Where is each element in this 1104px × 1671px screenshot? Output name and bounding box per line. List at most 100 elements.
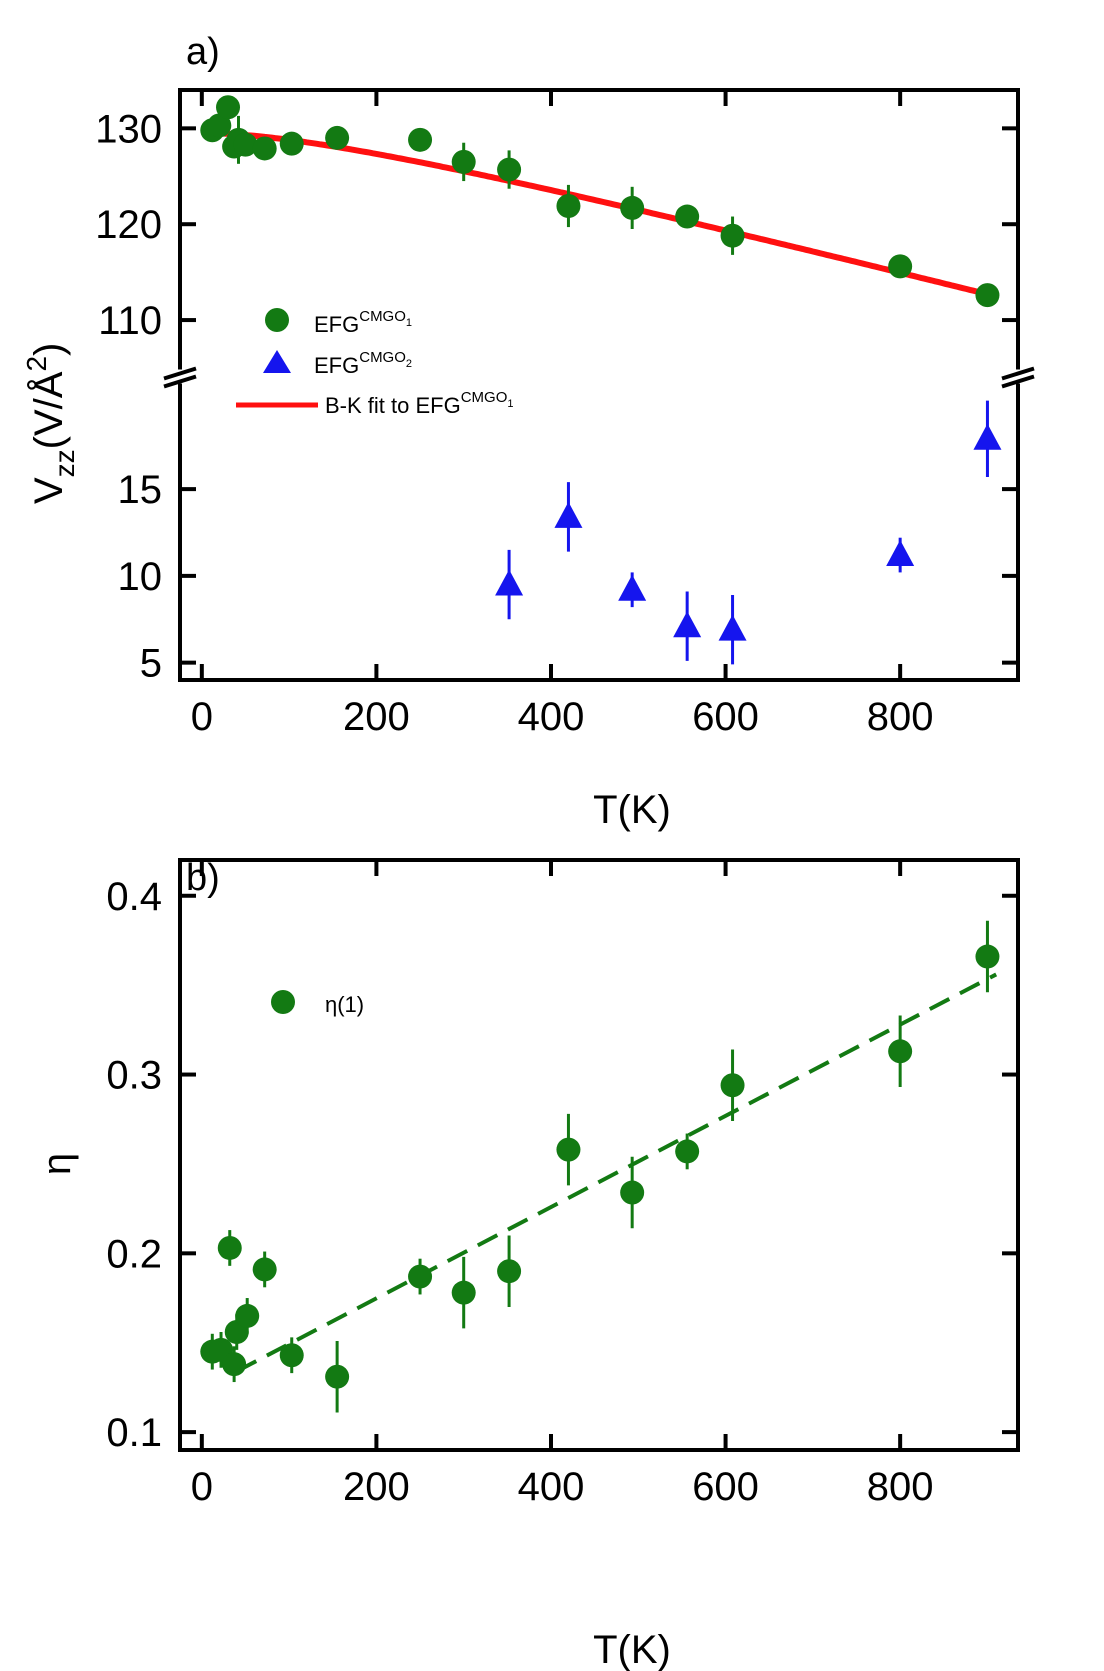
- legend-triangle-marker: [263, 350, 291, 373]
- panel-b-x-tick-labels: 0 200 400 600 800: [191, 1465, 934, 1509]
- data-point-circle: [279, 1343, 304, 1368]
- panel-a-label: a): [186, 31, 220, 73]
- x-tick-label: 0: [191, 1465, 213, 1509]
- data-point-circle: [216, 95, 241, 120]
- panel-a-series-cmgo1: [200, 95, 1000, 308]
- data-point-triangle: [554, 501, 583, 528]
- y-tick-label: 15: [118, 468, 163, 512]
- panel-a-axis-break: [163, 366, 1035, 389]
- y-tick-label: 0.1: [106, 1411, 162, 1455]
- data-point-circle: [235, 1303, 260, 1328]
- data-point-circle: [497, 157, 522, 182]
- axes-box: [178, 88, 1020, 682]
- panel-a-x-axis-label: T(K): [593, 788, 671, 832]
- data-point-circle: [675, 1139, 700, 1164]
- data-point-circle: [620, 195, 645, 220]
- panel-a: a) 110 120 130 5 10 15 0 200 400 600 800 T(K) Vzz…: [21, 31, 1035, 832]
- data-point-circle: [252, 136, 277, 161]
- dashed-trend-line: [235, 972, 998, 1374]
- break-mark: [1001, 366, 1035, 381]
- panel-b-legend: η(1): [271, 990, 364, 1017]
- data-point-circle: [720, 223, 745, 248]
- panel-a-legend: EFGCMGO1 EFGCMGO2 B-K fit to EFGCMGO1: [236, 308, 514, 418]
- break-mark: [163, 366, 197, 381]
- data-point-circle: [975, 283, 1000, 308]
- y-tick-label: 130: [95, 107, 162, 151]
- legend-entry-fit: B-K fit to EFGCMGO1: [325, 389, 514, 418]
- data-point-triangle: [673, 611, 702, 638]
- data-point-circle: [720, 1073, 745, 1098]
- data-point-circle: [217, 1235, 242, 1260]
- x-tick-label: 400: [518, 1465, 585, 1509]
- y-label-close: ): [27, 343, 71, 356]
- data-point-circle: [325, 125, 350, 150]
- y-label-rest: (V/Å: [26, 371, 71, 449]
- x-tick-label: 0: [191, 695, 213, 739]
- data-point-circle: [975, 944, 1000, 969]
- data-point-circle: [325, 1364, 350, 1389]
- panel-a-fit-curve: [212, 130, 989, 298]
- x-tick-label: 600: [692, 1465, 759, 1509]
- data-point-circle: [252, 1257, 277, 1282]
- x-tick-label: 200: [343, 695, 410, 739]
- bk-fit-curve: [212, 130, 989, 298]
- data-point-triangle: [718, 614, 747, 641]
- legend-entry-cmgo1: EFGCMGO1: [314, 308, 412, 337]
- legend-entry-cmgo2: EFGCMGO2: [314, 349, 412, 378]
- data-point-circle: [451, 149, 476, 174]
- x-tick-label: 400: [518, 695, 585, 739]
- data-point-triangle: [618, 574, 647, 601]
- data-point-circle: [207, 113, 232, 138]
- data-point-triangle: [495, 569, 524, 596]
- panel-a-tick-marks: [180, 90, 1018, 680]
- panel-b-tick-marks: [180, 860, 1018, 1450]
- data-point-circle: [497, 1259, 522, 1284]
- data-point-circle: [888, 254, 913, 279]
- data-point-circle: [556, 193, 581, 218]
- data-point-circle: [451, 1280, 476, 1305]
- panel-b-y-axis-label: η: [35, 1153, 79, 1175]
- data-point-triangle: [973, 423, 1002, 450]
- panel-b: b) 0.10.20.30.4 0 200 400 600 800 T(K) η η(1…: [35, 857, 1020, 1671]
- y-tick-label: 110: [98, 299, 162, 343]
- y-label-sub: zz: [49, 449, 80, 477]
- data-point-circle: [620, 1180, 645, 1205]
- data-point-circle: [408, 127, 433, 152]
- legend-entry-eta1: η(1): [325, 992, 364, 1017]
- data-point-circle: [408, 1264, 433, 1289]
- panel-a-x-tick-labels: 0 200 400 600 800: [191, 695, 934, 739]
- legend-circle-marker: [271, 990, 295, 1014]
- panel-b-axes-frame: [178, 858, 1020, 1452]
- panel-a-series-cmgo2: [495, 400, 1002, 665]
- panel-a-axes-frame: [178, 88, 1020, 682]
- panel-b-series-eta1: [200, 920, 1000, 1413]
- y-tick-label: 0.2: [106, 1232, 162, 1276]
- data-point-circle: [556, 1137, 581, 1162]
- data-point-circle: [888, 1039, 913, 1064]
- panel-b-y-tick-labels: 0.1 0.2 0.3 0.4: [106, 875, 162, 1455]
- y-label-main: V: [27, 477, 71, 504]
- y-tick-label: 5: [140, 642, 162, 686]
- data-point-circle: [233, 132, 258, 157]
- data-point-circle: [279, 131, 304, 156]
- data-point-circle: [675, 204, 700, 229]
- x-tick-label: 600: [692, 695, 759, 739]
- data-point-triangle: [886, 540, 915, 567]
- y-tick-label: 120: [95, 203, 162, 247]
- x-tick-label: 800: [867, 695, 934, 739]
- panel-a-y-tick-labels: 110 120 130 5 10 15: [95, 107, 162, 685]
- y-label-sup: 2: [21, 356, 52, 372]
- y-tick-label: 10: [118, 555, 163, 599]
- axes-box: [178, 858, 1020, 1452]
- x-tick-label: 200: [343, 1465, 410, 1509]
- y-tick-label: 0.4: [106, 875, 162, 919]
- y-tick-label: 0.3: [106, 1054, 162, 1098]
- panel-a-y-axis-label: Vzz(V/Å2): [21, 343, 80, 504]
- break-mark: [163, 374, 197, 389]
- panel-b-dashed-fit: [235, 972, 998, 1374]
- data-point-circle: [222, 1352, 247, 1377]
- break-mark: [1001, 374, 1035, 389]
- x-tick-label: 800: [867, 1465, 934, 1509]
- panel-b-x-axis-label: T(K): [593, 1628, 671, 1671]
